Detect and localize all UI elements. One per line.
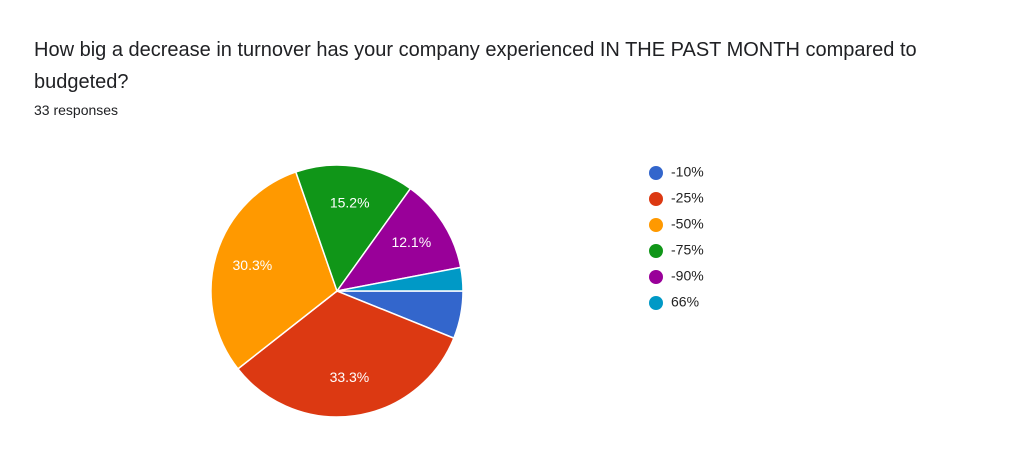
legend-swatch bbox=[649, 166, 663, 180]
legend-label: -50% bbox=[671, 216, 704, 232]
legend-label: -75% bbox=[671, 242, 704, 258]
chart-subtitle: 33 responses bbox=[34, 102, 119, 118]
slice-label: 15.2% bbox=[330, 194, 370, 210]
pie-slice bbox=[294, 164, 412, 293]
legend-swatch bbox=[649, 270, 663, 284]
pie-slice bbox=[236, 290, 455, 418]
legend-swatch bbox=[649, 192, 663, 206]
legend-label: 66% bbox=[671, 294, 699, 310]
pie-slice bbox=[335, 187, 462, 293]
legend-swatch bbox=[649, 218, 663, 232]
legend-swatch bbox=[649, 244, 663, 258]
legend-label: -90% bbox=[671, 268, 704, 284]
legend-swatch bbox=[649, 296, 663, 310]
slice-label: 30.3% bbox=[233, 257, 273, 273]
chart-title: How big a decrease in turnover has your … bbox=[34, 39, 917, 93]
legend-label: -10% bbox=[671, 164, 704, 180]
pie-slice bbox=[336, 266, 464, 292]
pie-slice bbox=[210, 170, 338, 370]
slice-label: 12.1% bbox=[391, 234, 431, 250]
legend-label: -25% bbox=[671, 190, 704, 206]
slice-label: 33.3% bbox=[330, 369, 370, 385]
